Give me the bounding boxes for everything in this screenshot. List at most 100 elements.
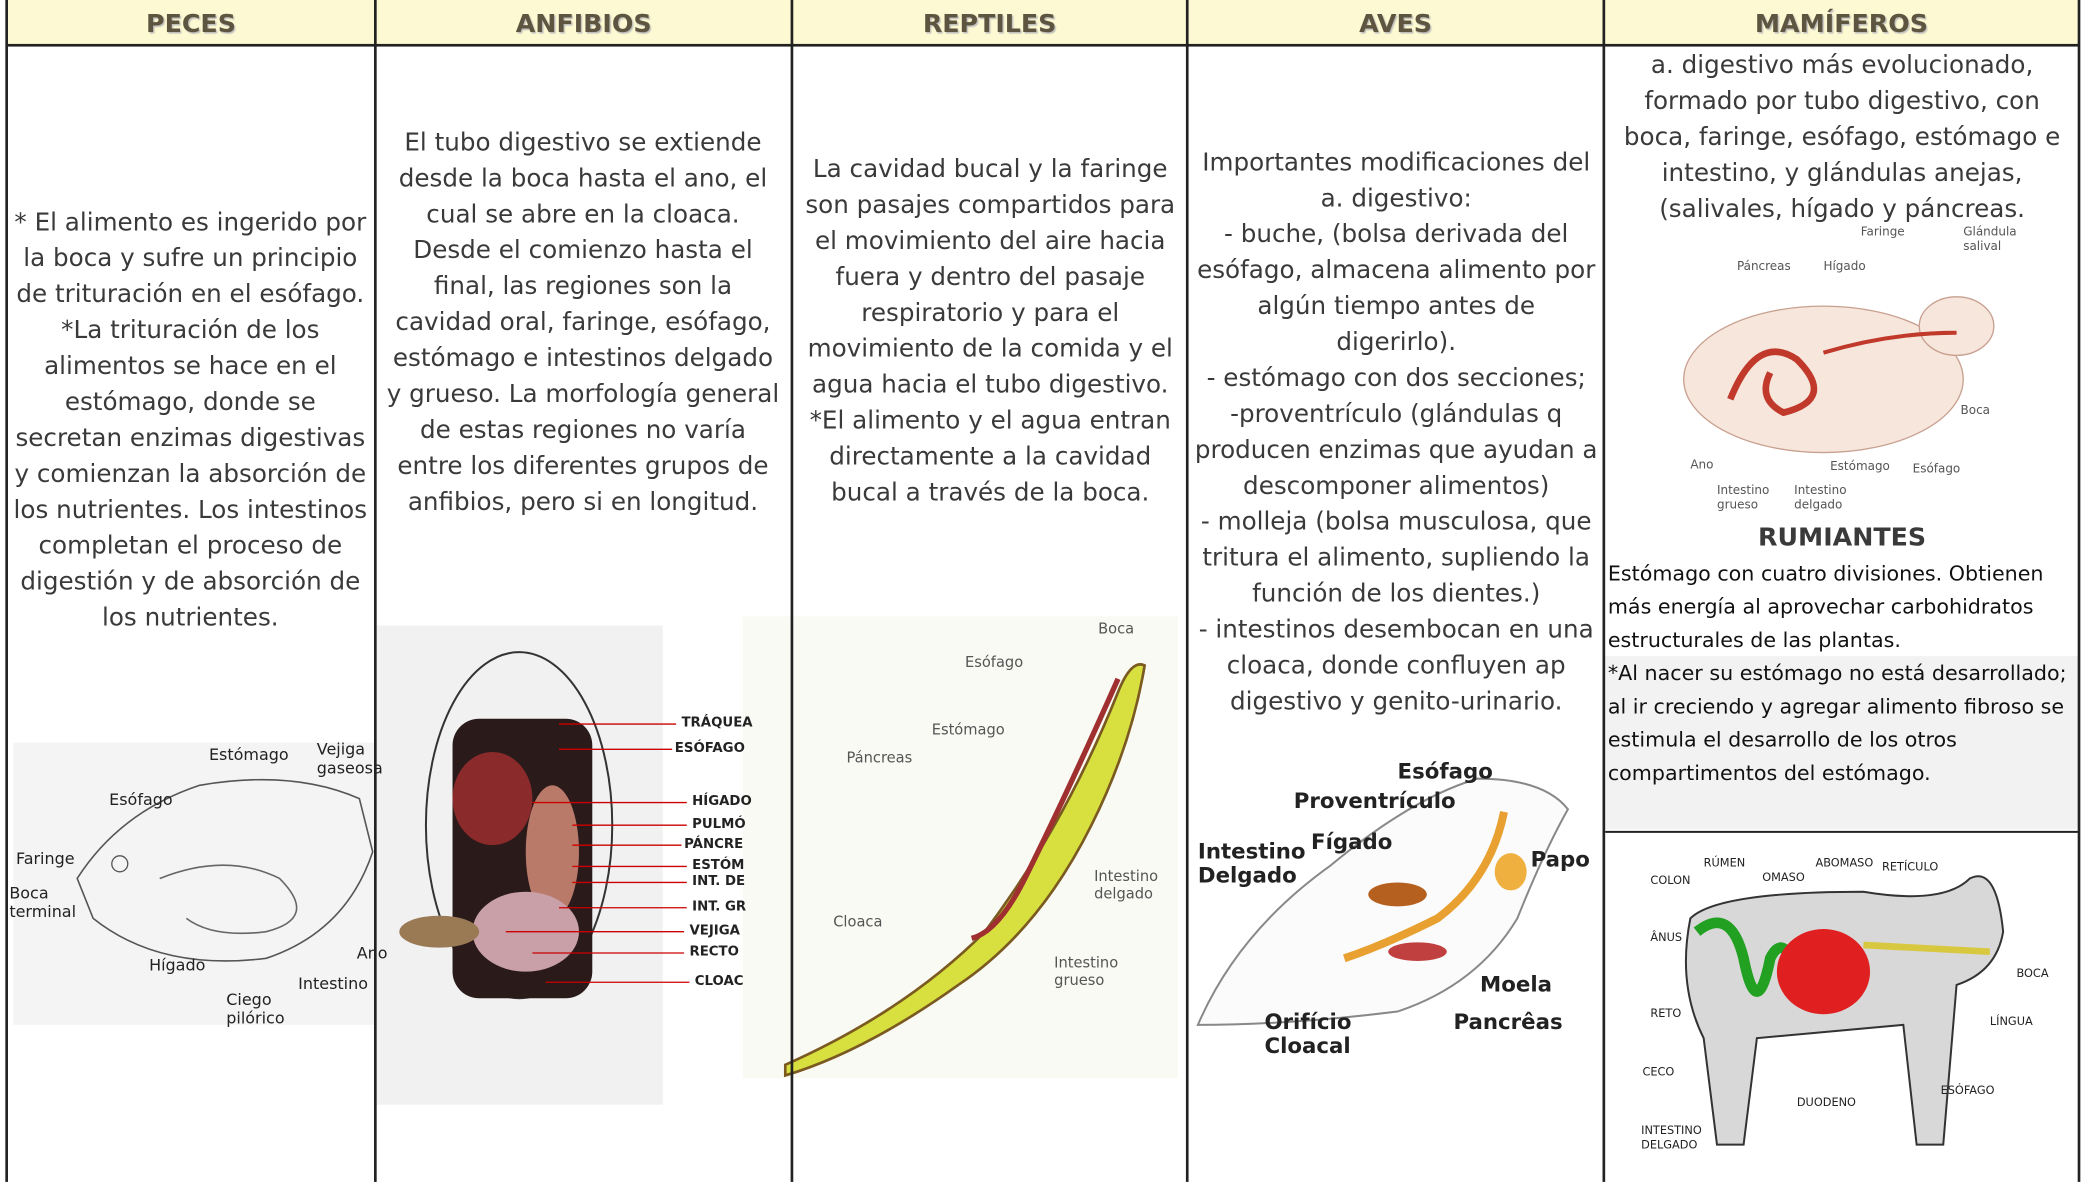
figure-label: Papo: [1530, 846, 1590, 872]
shaded-note: [1605, 656, 2080, 830]
figure-label: INTESTINO DELGADO: [1641, 1124, 1702, 1152]
paragraph: *Al nacer su estómago no está desarrolla…: [1607, 661, 2067, 786]
column-border: [2077, 0, 2081, 1182]
fish-eye: [111, 855, 129, 873]
column-border: [1602, 0, 1606, 1182]
bird-tract: [1343, 811, 1508, 963]
column-text: El tubo digestivo se extiende desde la b…: [386, 125, 780, 520]
figure-label: RÚMEN: [1703, 857, 1746, 871]
figure-label: PULMÓ: [692, 817, 746, 832]
lizard-gut: [970, 677, 1121, 941]
column-header: MAMÍFEROS: [1603, 0, 2080, 47]
figure-label: Boca: [1098, 620, 1135, 638]
cow-outline: [1684, 875, 2005, 1146]
figure-label: Faringe: [1860, 226, 1905, 240]
rabbit-gut: [1727, 348, 1818, 417]
paragraph: *El alimento y el agua entran directamen…: [809, 407, 1171, 508]
frog-stomach: [525, 785, 579, 919]
figure-label: Intestino delgado: [1094, 867, 1159, 903]
figure-label: HÍGADO: [692, 794, 752, 810]
figure-label: BOCA: [2016, 967, 2049, 981]
figure-label: Ciego pilórico: [226, 990, 285, 1028]
figure-label: Intestino Delgado: [1197, 838, 1306, 888]
paragraph: Importantes modificaciones del a. digest…: [1202, 149, 1591, 213]
column-text: Importantes modificaciones del a. digest…: [1194, 145, 1599, 720]
figure-label: Faringe: [15, 849, 75, 868]
paragraph: - buche, (bolsa derivada del esófago, al…: [1197, 220, 1596, 357]
paragraph: Estómago con cuatro divisiones. Obtienen…: [1607, 561, 2044, 653]
rabbit-outline: [1683, 305, 1964, 454]
figure-label: Proventrículo: [1293, 787, 1456, 814]
figure-label: OMASO: [1762, 871, 1805, 886]
paragraph: -proventrículo (glándulas q producen enz…: [1194, 400, 1598, 501]
fish-figure: [13, 742, 376, 1025]
bird-crop: [1494, 853, 1527, 891]
figure-label: Páncreas: [846, 749, 913, 767]
figure-label: Esófago: [1397, 758, 1493, 784]
figure-label: DUODENO: [1796, 1096, 1856, 1111]
column-text: a. digestivo más evolucionado, formado p…: [1608, 48, 2077, 228]
figure-label: Vejiga gaseosa: [316, 740, 383, 778]
column-border: [5, 0, 8, 1182]
fish-gut: [159, 864, 298, 935]
paragraph: La cavidad bucal y la faringe son pasaje…: [805, 155, 1176, 400]
figure-label: ABOMASO: [1815, 857, 1874, 871]
figure-label: INT. GR: [692, 899, 747, 915]
figure-label: CECO: [1642, 1066, 1675, 1080]
figure-label: Estómago: [931, 721, 1005, 739]
figure-label: Hígado: [149, 955, 206, 975]
figure-label: Boca: [1960, 404, 1991, 418]
bird-liver: [1368, 882, 1427, 907]
column-border: [1185, 0, 1189, 1182]
frog-pointers: [505, 723, 690, 983]
figure-label: LÍNGUA: [1989, 1015, 2033, 1029]
figure-label: PÁNCRE: [684, 837, 744, 852]
figure-label: RECTO: [689, 945, 739, 960]
paragraph: - intestinos desembocan en una cloaca, d…: [1198, 616, 1594, 717]
paragraph: * El alimento es ingerido por la boca y …: [14, 208, 367, 309]
figure-label: ESÓFAGO: [674, 741, 745, 757]
lizard-figure: [742, 616, 1178, 1079]
fish-outline: [76, 778, 374, 962]
column-header: PECES: [6, 0, 376, 47]
figure-label: Esófago: [1912, 463, 1961, 477]
figure-label: Cloaca: [833, 913, 883, 931]
cow-esophagus: [1863, 941, 1991, 955]
figure-label: Estómago: [1830, 460, 1890, 474]
figure-label: Esófago: [964, 653, 1024, 671]
figure-label: ESÓFAGO: [1940, 1084, 1995, 1099]
paragraph: - molleja (bolsa musculosa, que tritura …: [1200, 508, 1592, 609]
figure-label: INT. DE: [692, 874, 746, 890]
figure-label: TRÁQUEA: [681, 716, 753, 731]
column-header: AVES: [1187, 0, 1604, 47]
figure-label: Intestino grueso: [1054, 954, 1119, 989]
frog-bladder: [399, 915, 480, 948]
figure-label: Intestino grueso: [1716, 484, 1770, 513]
figure-label: Boca terminal: [9, 883, 77, 922]
figure-label: RETÍCULO: [1882, 861, 1939, 875]
column-border: [374, 0, 377, 1182]
figure-label: Pancrêas: [1453, 1008, 1563, 1035]
figure-label: Glándula salival: [1963, 226, 2017, 255]
figure-label: Ano: [356, 943, 388, 963]
figure-label: Estómago: [208, 745, 289, 764]
figure-label: Orifício Cloacal: [1264, 1008, 1352, 1059]
figure-label: Ano: [1690, 459, 1714, 473]
figure-label: CLOAC: [694, 974, 744, 989]
paragraph: a. digestivo más evolucionado, formado p…: [1623, 51, 2061, 224]
figure-label: ÂNUS: [1650, 931, 1683, 946]
figure-label: VEJIGA: [689, 923, 740, 939]
frog-liver: [452, 752, 533, 846]
column-text: * El alimento es ingerido por la boca y …: [11, 205, 370, 636]
column-header: ANFIBIOS: [375, 0, 792, 47]
figure-label: RETO: [1650, 1007, 1682, 1021]
bird-pancreas: [1388, 942, 1447, 961]
cow-intestine: [1693, 917, 1802, 997]
rabbit-head: [1918, 296, 1995, 357]
paragraph: *La trituración de los alimentos se hace…: [13, 316, 368, 633]
paragraph: - estómago con dos secciones;: [1206, 364, 1586, 393]
column-header: REPTILES: [791, 0, 1188, 47]
